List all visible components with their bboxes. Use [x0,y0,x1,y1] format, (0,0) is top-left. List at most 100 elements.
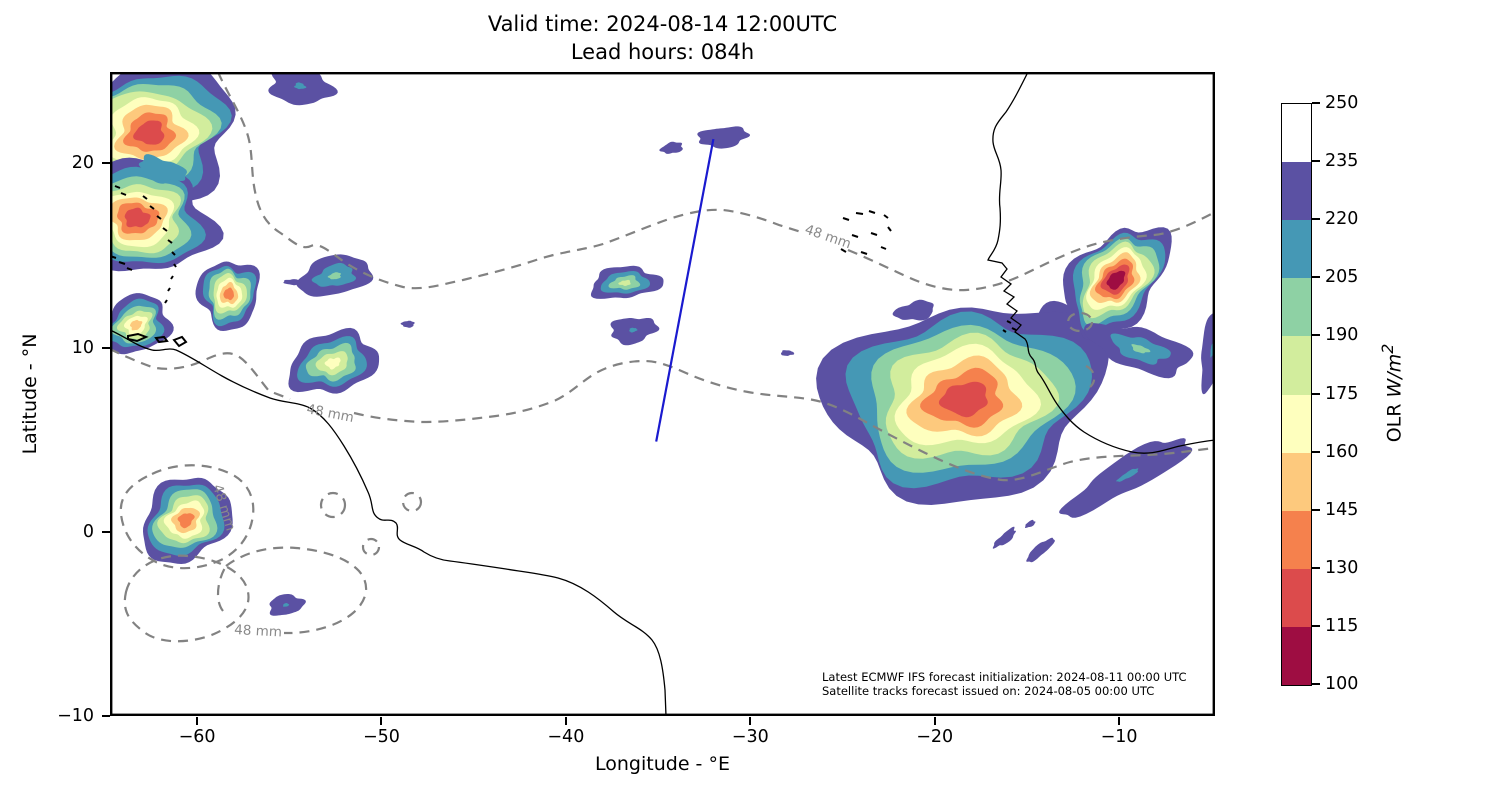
olr-feature-caribbean-top-edge-cell [268,72,338,106]
olr-feature-track-start-cell [697,126,750,149]
colorbar-tick-mark [1312,450,1320,453]
olr-ring-115 [124,207,151,228]
colorbar-label-prefix: OLR [1383,397,1406,443]
olr-feature-sahel-east-arm [1084,323,1194,379]
colorbar-segment-220 [1282,161,1311,221]
olr-feature-mid-atlantic-cell-north [590,265,664,299]
olr-ring-220 [400,320,415,328]
olr-ring-220 [1026,537,1055,563]
olr-ring-220 [1201,312,1215,395]
x-tick-label: −20 [916,727,954,747]
colorbar-tick-mark [1312,624,1320,627]
x-tick-label: −40 [547,727,585,747]
y-tick-label: 20 [71,153,94,174]
colorbar-tick-label: 190 [1325,325,1359,346]
contour-48mm-small-loop-3 [361,537,381,557]
contour-48mm-small-loop-2 [401,491,423,513]
olr-filled-contours [110,72,1215,616]
olr-ring-220 [697,126,750,149]
colorbar-label: OLR W/m2 [1378,344,1405,443]
olr-ring-220 [1025,519,1036,528]
olr-ring-115 [938,381,988,418]
colorbar-tick-label: 115 [1325,615,1359,636]
colorbar-tick-label: 235 [1325,151,1359,172]
colorbar-tick-label: 250 [1325,93,1359,113]
colorbar-tick-mark [1312,683,1320,685]
valid-time-line: Valid time: 2024-08-14 12:00UTC [487,12,838,36]
y-tick-label: 10 [71,337,94,358]
satellite-track [655,138,715,442]
olr-feature-atlantic-west-cell [296,254,374,297]
olr-ring-130 [223,287,234,301]
olr-ring-100 [1106,270,1126,290]
olr-map: 48 mm 48 mm 48 mm 48 mm [110,72,1215,716]
lead-hours-line: Lead hours: 084h [570,40,755,64]
olr-feature-guiana-equator-cell [143,477,233,564]
olr-ring-145 [130,319,143,331]
olr-ring-115 [133,120,165,145]
colorbar-segment-115 [1282,568,1311,627]
contour-48mm-north-east [847,211,1215,292]
olr-feature-equatorial-streak-east [1026,537,1055,563]
olr-feature-atlantic-west-cluster [288,327,380,394]
colorbar-segment-160 [1282,394,1311,453]
olr-feature-atlantic-west-dot [400,320,415,328]
x-tick-mark [933,717,936,725]
olr-ring-220 [781,350,795,356]
contour-48mm-loop-below [123,554,250,643]
olr-ring-160 [324,357,341,370]
contour-48mm-small-loop-africa [1066,311,1094,333]
annotation-issued-line: Satellite tracks forecast issued on: 202… [822,684,1155,698]
precip-48mm-contours [110,72,1215,643]
colorbar-tick-label: 130 [1325,557,1359,578]
x-tick-mark [380,717,383,725]
colorbar-tick-mark [1312,334,1320,337]
colorbar-tick-mark [1312,392,1320,395]
plot-border [110,72,1215,716]
coastline-africa [987,72,1215,454]
colorbar-segment-145 [1282,452,1311,511]
olr-ring-205 [629,327,638,333]
olr-ring-220 [659,141,683,154]
x-tick-label: −30 [731,727,769,747]
island-marks-antilles [110,185,188,348]
olr-ring-175 [618,279,631,286]
coastlines [110,72,1215,716]
colorbar-tick-mark [1312,160,1320,163]
olr-feature-antilles-cell-southwest [110,293,174,355]
colorbar [1281,103,1312,686]
x-tick-label: −50 [362,727,400,747]
y-tick-label: −10 [57,706,94,727]
colorbar-segment-205 [1282,219,1311,279]
olr-ring-220 [892,299,934,321]
olr-feature-antilles-cell-southeast [195,261,260,331]
x-tick-label: −10 [1100,727,1138,747]
colorbar-tick-label: 205 [1325,267,1359,288]
olr-feature-gulf-of-guinea-streak [1059,438,1193,518]
coastline-south-america [110,329,667,716]
y-tick-label: 0 [82,521,94,542]
olr-feature-mid-atlantic-cell-south [610,318,660,346]
contour-48mm-loop-amazon-a [225,546,368,635]
contour-48mm-south-west [110,348,291,401]
olr-feature-equatorial-streak-west [992,526,1016,549]
colorbar-segment-190 [1282,277,1311,337]
olr-feature-atlantic-west-speck [283,279,301,286]
contour-48mm-south-east [353,359,1215,482]
colorbar-segment-175 [1282,335,1311,395]
x-axis-label: Longitude - °E [595,753,730,775]
y-tick-mark [102,162,110,165]
colorbar-tick-mark [1312,218,1320,221]
olr-ring-130 [177,513,195,529]
olr-feature-senegal-mauritania-mcs [1063,227,1172,340]
satellite-track-line [655,138,715,442]
island-marks-cape-verde [840,210,892,255]
olr-ring-190 [1131,344,1151,354]
y-axis-label: Latitude - °N [19,333,41,455]
annotation-init-line: Latest ECMWF IFS forecast initialization… [822,670,1187,684]
y-tick-mark [102,530,110,533]
olr-ring-220 [610,318,660,346]
colorbar-segment-100 [1282,626,1311,685]
x-tick-mark [749,717,752,725]
colorbar-tick-label: 100 [1325,674,1359,694]
